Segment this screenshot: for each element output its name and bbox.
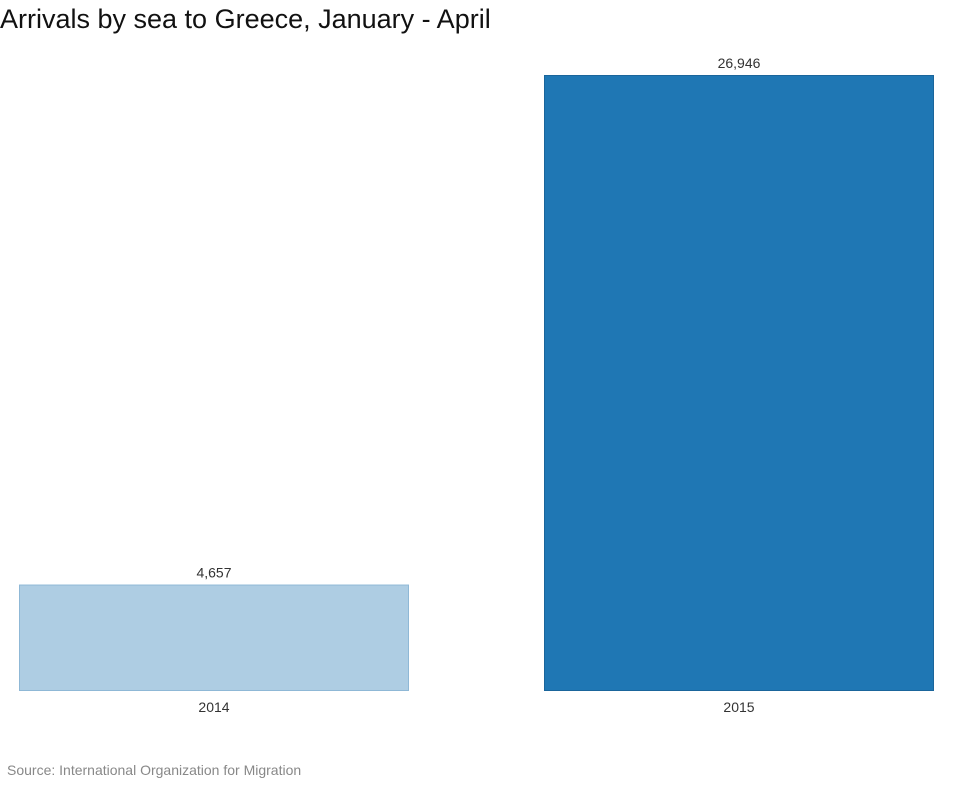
bar-2014 xyxy=(19,584,409,692)
source-note: Source: International Organization for M… xyxy=(7,762,302,778)
chart-title: Arrivals by sea to Greece, January - Apr… xyxy=(0,4,491,34)
x-tick-label-2015: 2015 xyxy=(723,699,754,715)
x-tick-label-2014: 2014 xyxy=(198,699,229,715)
value-label-2015: 26,946 xyxy=(718,55,761,71)
bar-2015 xyxy=(544,75,934,691)
value-label-2014: 4,657 xyxy=(196,565,231,581)
